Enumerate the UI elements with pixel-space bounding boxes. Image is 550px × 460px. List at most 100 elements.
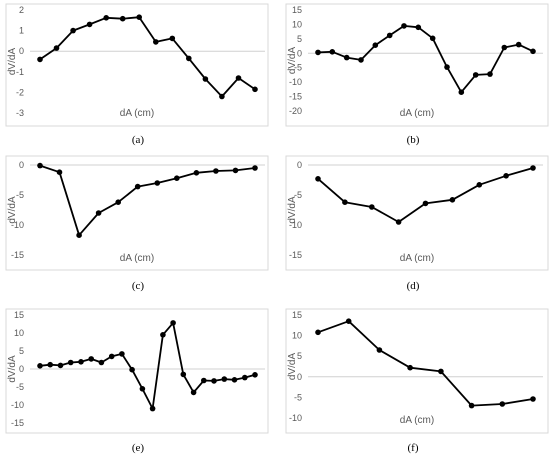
y-tick-label: 0 [297,48,302,58]
data-point [345,318,352,324]
data-point [37,56,43,63]
data-point [468,402,475,409]
series-line [317,25,534,94]
y-tick-label: 5 [297,351,302,361]
data-point [103,14,109,21]
data-point [219,93,225,100]
data-point [221,376,228,382]
y-axis-label: dV/dA [287,353,298,381]
data-point [422,200,429,207]
data-point [503,173,509,179]
data-point [395,219,402,225]
data-point [487,71,493,77]
chart-f-svg: 15 10 5 0 -5 -10 dV/dA dA (cm) [285,308,549,434]
data-point [342,199,348,205]
plot-frame [285,3,549,127]
y-tick-label: -10 [289,413,302,423]
data-point [153,39,159,45]
y-tick-label: -5 [294,392,302,402]
data-point [235,75,242,81]
data-point [67,359,74,366]
y-tick-label: -20 [289,106,302,116]
data-point [530,165,536,171]
caption-d: (d) [406,280,420,292]
data-point [499,401,506,407]
chart-panel-f: 15 10 5 0 -5 -10 dV/dA dA (cm) (f) [275,305,550,460]
y-tick-label: -5 [294,63,302,73]
y-axis-label: dV/dA [7,48,18,76]
data-point [242,374,248,381]
data-point [415,24,422,31]
data-point [37,363,43,369]
y-tick-label: -15 [289,92,302,102]
data-point [343,54,350,61]
y-tick-label: -15 [11,250,24,260]
y-tick-label: 0 [297,160,302,170]
chart-a-svg: 2 1 0 -1 -2 -3 dV/dA dA (cm) [5,3,269,127]
y-tick-label: 5 [297,34,302,44]
y-tick-label: -10 [11,220,24,230]
chart-panel-b: 15 10 5 0 -5 -10 -15 -20 dV/dA dA (cm) (b) [275,0,550,150]
y-tick-label: 0 [19,46,24,56]
y-axis-label: dV/dA [7,196,18,224]
data-point [53,45,60,51]
data-point [315,49,321,56]
data-point [211,378,217,384]
series-line [39,16,256,98]
data-point [98,359,105,366]
y-tick-label: -3 [16,108,24,118]
y-tick-label: 15 [292,310,302,320]
data-point [78,359,84,365]
data-point [119,351,125,357]
y-tick-label: -2 [16,87,24,97]
data-point [149,405,156,412]
data-point [95,210,102,216]
plot-frame [5,3,269,127]
data-point [76,232,82,238]
data-point [139,386,146,392]
data-point [134,183,141,190]
x-axis-label: dA (cm) [400,415,434,426]
data-point [213,168,219,174]
y-tick-label: -1 [16,67,24,77]
caption-f: (f) [407,442,419,454]
chart-panel-c: 0 -5 -10 -15 dV/dA dA (cm) (c) [0,152,275,300]
data-point [315,176,321,182]
data-point [472,72,479,78]
plot-frame [285,308,549,434]
plot-frame [5,155,269,271]
data-point [401,23,407,29]
data-point [186,55,192,62]
data-point [57,362,64,369]
y-axis-label: dV/dA [7,355,18,383]
y-axis-label: dV/dA [287,47,298,75]
y-tick-label: -15 [11,418,24,428]
data-point [252,165,258,171]
data-point [530,48,536,55]
series-line [39,322,256,410]
data-point [190,389,197,396]
data-point [136,14,142,20]
chart-panel-e: 15 10 5 0 -5 -10 -15 dV/dA (e) [0,305,275,460]
chart-panel-d: 0 -5 -10 -15 dV/dA dA (cm) (d) [275,152,550,300]
data-point [407,364,413,371]
chart-c-svg: 0 -5 -10 -15 dV/dA dA (cm) [5,155,269,271]
y-tick-label: 10 [14,328,24,338]
caption-b: (b) [406,134,420,146]
data-point [180,371,187,378]
data-point [501,44,508,51]
chart-panel-a: 2 1 0 -1 -2 -3 dV/dA dA (cm) (a) [0,0,275,150]
y-tick-label: -15 [289,250,302,260]
y-tick-label: 1 [19,26,24,36]
data-point [56,169,63,175]
data-point [160,332,166,338]
data-point [115,199,121,205]
data-point [315,329,321,336]
data-point [88,356,94,362]
data-point [429,35,436,42]
data-point [444,64,450,70]
data-point [438,368,444,375]
y-tick-label: 15 [292,5,302,15]
y-tick-label: -5 [16,382,24,392]
data-point [193,170,200,176]
